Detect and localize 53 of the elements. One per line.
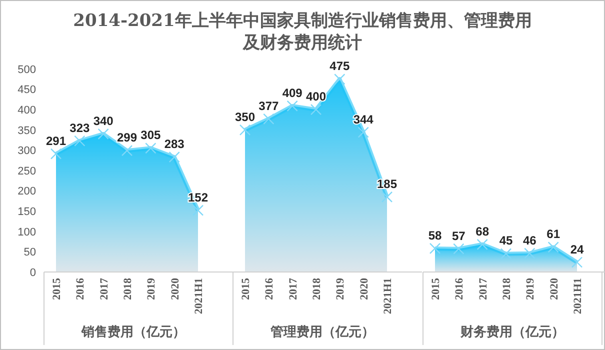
x-tick-label: 2015 [430,278,442,300]
y-tick-label: 300 [18,145,36,158]
x-tick-label: 2018 [122,278,134,300]
x-tick-label: 2017 [98,278,110,300]
data-label: 323 [70,120,90,135]
y-tick-label: 250 [18,165,36,178]
y-tick-label: 0 [30,266,36,279]
x-tick-label: 2015 [51,278,63,300]
y-tick-label: 350 [18,124,36,137]
data-label: 305 [140,128,161,142]
text: 2014-2021年上半年中国家具制造行业销售费用、管理费用及财务费用统计 [73,11,532,53]
x-tick-label: 2016 [454,278,466,300]
data-label: 409 [282,86,303,100]
x-tick-label: 2018 [501,278,513,300]
data-label: 24 [570,242,584,256]
data-label: 350 [234,110,256,124]
x-tick-label: 2019 [146,278,158,300]
x-tick-label: 2021H1 [572,278,584,314]
data-label: 57 [452,228,466,243]
y-tick-label: 150 [18,206,36,218]
y-tick-label: 100 [18,226,36,238]
data-label: 68 [476,224,490,238]
x-tick-label: 2020 [358,278,370,300]
x-tick-label: 2021H1 [382,278,394,314]
x-tick-label: 2017 [287,278,300,300]
x-tick-label: 2019 [524,278,537,300]
data-label: 340 [93,114,114,128]
x-tick-label: 2021H1 [193,278,205,314]
data-label: 61 [546,227,560,242]
x-tick-label: 2018 [311,278,323,300]
data-label: 377 [258,98,279,113]
y-tick-label: 450 [18,84,36,96]
y-tick-label: 500 [18,64,36,76]
data-label: 283 [164,137,185,152]
x-tick-label: 2020 [548,278,560,300]
data-label: 46 [522,233,537,248]
x-axis-title: 管理费用（亿元） [270,325,374,340]
x-tick-label: 2020 [169,278,182,300]
y-tick-label: 200 [18,186,36,198]
data-label: 45 [499,234,513,248]
x-axis-title: 销售费用（亿元） [80,325,186,340]
data-label: 58 [428,228,442,242]
x-tick-label: 2019 [334,278,347,300]
y-tick-label: 400 [18,104,36,116]
x-tick-label: 2016 [264,278,276,300]
data-label: 475 [330,59,350,74]
x-tick-label: 2016 [74,278,87,300]
x-tick-label: 2015 [240,278,252,300]
data-label: 291 [46,134,66,148]
x-tick-label: 2017 [477,278,490,300]
y-tick-label: 50 [24,246,36,259]
data-label: 299 [116,130,138,145]
x-axis-title: 财务费用（亿元） [460,325,564,340]
